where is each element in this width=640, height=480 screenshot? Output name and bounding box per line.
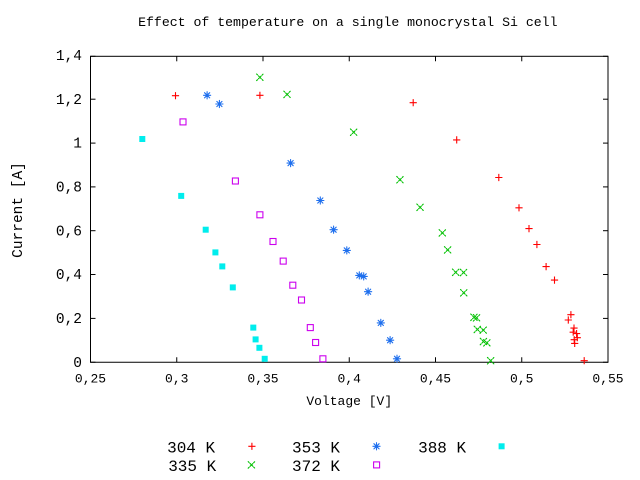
svg-text:0,55: 0,55 [592, 371, 623, 386]
svg-text:0,6: 0,6 [56, 224, 82, 240]
svg-text:Current [A]: Current [A] [11, 162, 27, 258]
svg-text:353 K: 353 K [292, 439, 340, 457]
svg-text:304 K: 304 K [167, 439, 215, 457]
svg-text:335 K: 335 K [168, 458, 216, 476]
svg-text:372 K: 372 K [292, 458, 340, 476]
svg-text:0,2: 0,2 [56, 312, 82, 328]
svg-text:0: 0 [73, 356, 82, 372]
svg-text:0,35: 0,35 [247, 371, 278, 386]
svg-text:0,5: 0,5 [510, 371, 533, 386]
svg-text:0,45: 0,45 [420, 371, 451, 386]
svg-text:388 K: 388 K [418, 439, 466, 457]
svg-text:0,4: 0,4 [338, 371, 362, 386]
svg-text:1,4: 1,4 [56, 49, 82, 65]
svg-text:0,4: 0,4 [56, 268, 82, 284]
svg-text:1: 1 [73, 137, 82, 153]
svg-text:0,8: 0,8 [56, 181, 82, 197]
svg-text:0,25: 0,25 [75, 371, 106, 386]
svg-text:0,3: 0,3 [165, 371, 188, 386]
svg-text:1,2: 1,2 [56, 93, 82, 109]
svg-text:Effect of temperature on a sin: Effect of temperature on a single monocr… [138, 15, 558, 30]
svg-text:Voltage [V]: Voltage [V] [306, 394, 392, 409]
